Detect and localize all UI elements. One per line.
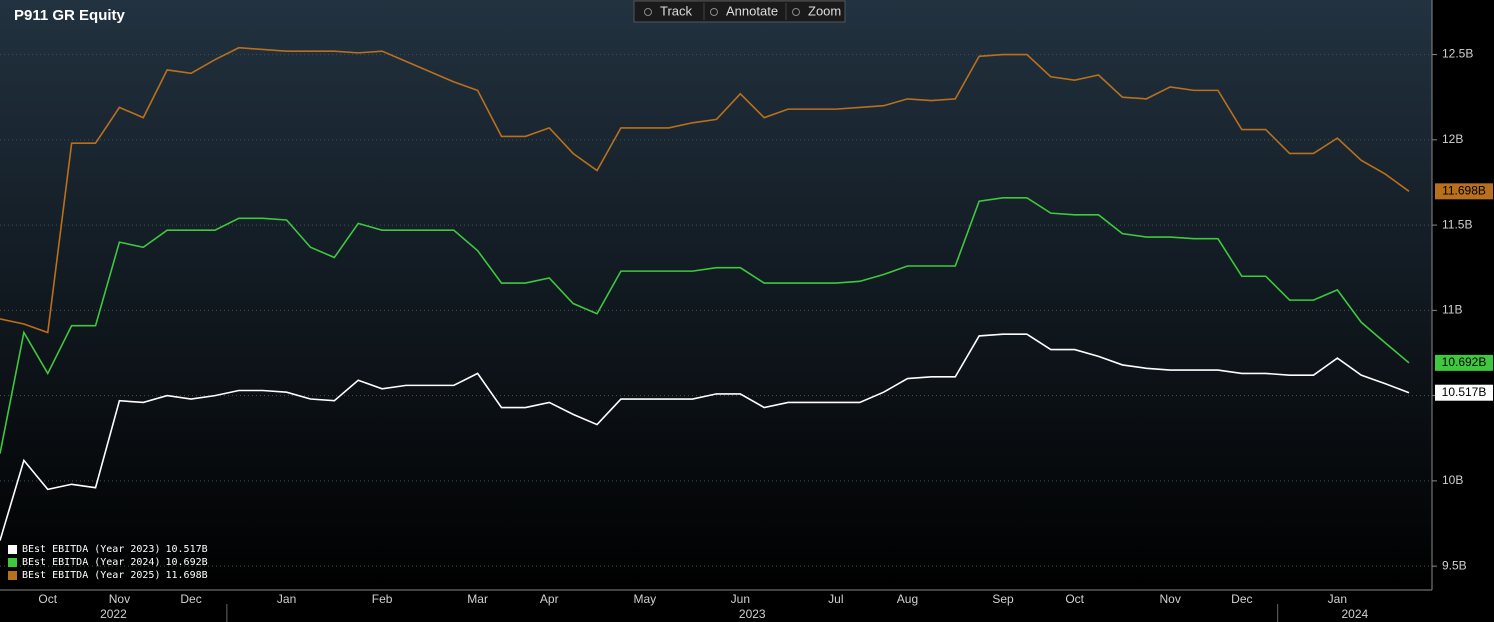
legend-label: BEst EBITDA (Year 2024) 10.692B xyxy=(22,557,208,568)
last-value-label: 10.517B xyxy=(1442,385,1487,399)
legend-label: BEst EBITDA (Year 2025) 11.698B xyxy=(22,570,208,581)
legend-swatch xyxy=(8,545,17,554)
last-value-label: 11.698B xyxy=(1442,183,1486,197)
x-tick-label: Jan xyxy=(277,592,296,606)
legend-name: BEst EBITDA (Year 2024) xyxy=(22,557,160,568)
series-line xyxy=(0,197,1410,454)
series-line xyxy=(0,46,1410,334)
legend-name: BEst EBITDA (Year 2025) xyxy=(22,570,160,581)
legend-swatch xyxy=(8,571,17,580)
x-tick-label: Oct xyxy=(38,592,57,606)
toolbar-icon xyxy=(644,8,652,16)
y-tick-label: 9.5B xyxy=(1442,558,1467,572)
toolbar-button[interactable]: Track xyxy=(660,3,693,18)
toolbar-icon xyxy=(792,8,800,16)
x-tick-label: Mar xyxy=(467,592,488,606)
x-tick-label: Apr xyxy=(540,592,559,606)
y-tick-label: 12.5B xyxy=(1442,47,1473,61)
x-tick-label: Jan xyxy=(1328,592,1347,606)
x-tick-label: Nov xyxy=(109,592,130,606)
y-tick-label: 11B xyxy=(1442,303,1462,317)
x-tick-label: Sep xyxy=(992,592,1014,606)
toolbar: Track Annotate Zoom xyxy=(633,0,846,23)
plot-background xyxy=(0,0,1432,590)
axis-background xyxy=(1432,0,1494,622)
year-label: 2023 xyxy=(739,607,766,621)
last-value-tag xyxy=(1435,384,1493,401)
series-line xyxy=(0,333,1410,541)
last-value-tag xyxy=(1435,183,1493,200)
chart-title: P911 GR Equity xyxy=(14,7,126,24)
y-tick-label: 10B xyxy=(1442,473,1463,487)
legend-label: BEst EBITDA (Year 2023) 10.517B xyxy=(22,544,208,555)
x-tick-label: Aug xyxy=(897,592,918,606)
y-tick-label: 12B xyxy=(1442,132,1463,146)
x-tick-label: Dec xyxy=(180,592,201,606)
x-tick-label: Dec xyxy=(1231,592,1252,606)
x-tick-label: Feb xyxy=(372,592,393,606)
x-tick-label: Jul xyxy=(828,592,843,606)
legend-value: 10.517B xyxy=(165,544,207,555)
toolbar-icon xyxy=(710,8,718,16)
x-tick-label: Jun xyxy=(731,592,750,606)
x-tick-label: Nov xyxy=(1160,592,1181,606)
toolbar-button[interactable]: Zoom xyxy=(808,3,841,18)
legend-value: 11.698B xyxy=(165,570,207,581)
legend-value: 10.692B xyxy=(165,557,207,568)
legend-swatch xyxy=(8,558,17,567)
last-value-label: 10.692B xyxy=(1442,355,1487,369)
legend-name: BEst EBITDA (Year 2023) xyxy=(22,544,160,555)
toolbar-button[interactable]: Annotate xyxy=(726,3,778,18)
year-label: 2024 xyxy=(1341,607,1368,621)
y-tick-label: 11.5B xyxy=(1442,217,1472,231)
last-value-tag xyxy=(1435,354,1493,371)
x-tick-label: May xyxy=(633,592,656,606)
toolbar-frame xyxy=(633,0,846,23)
year-label: 2022 xyxy=(100,607,127,621)
x-tick-label: Oct xyxy=(1065,592,1084,606)
